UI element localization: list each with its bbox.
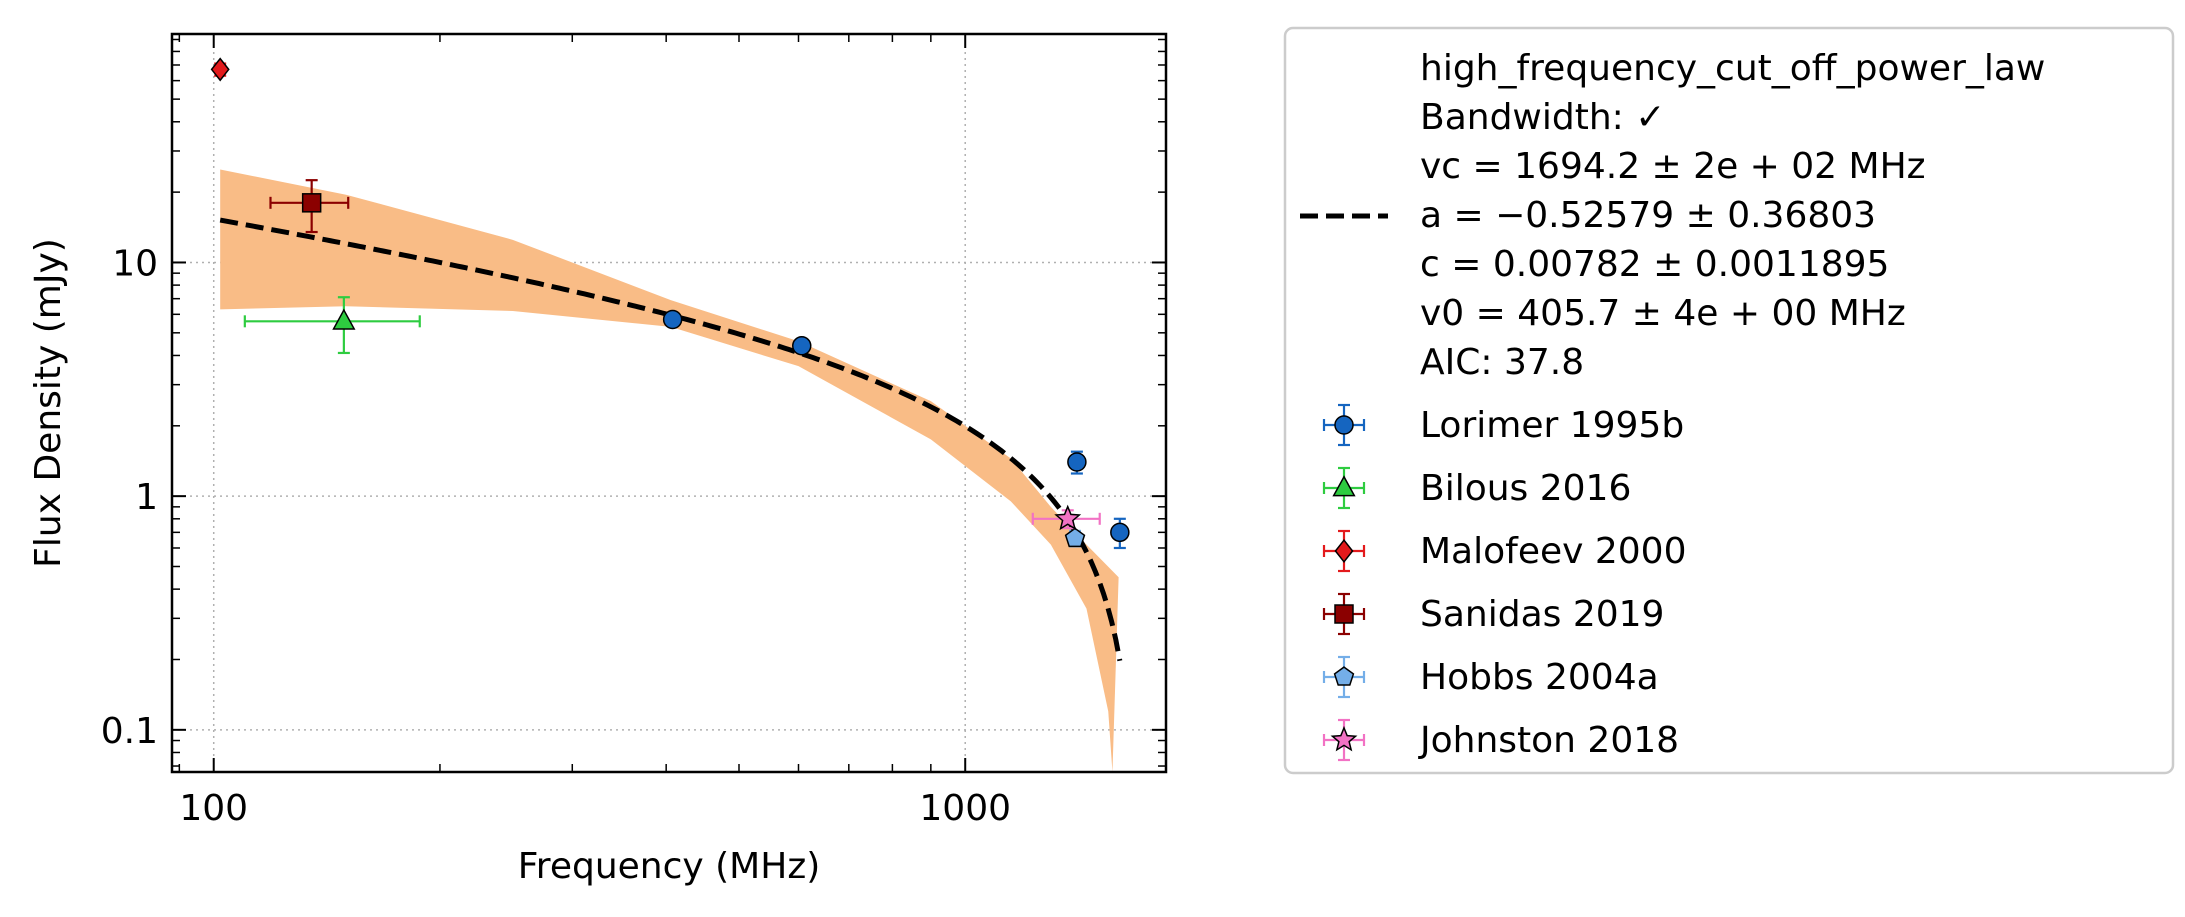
axis-ticks <box>172 34 1166 772</box>
series-johnston-2018 <box>1031 504 1101 531</box>
series-malofeev-2000 <box>210 57 230 82</box>
legend-fit-label-line: Bandwidth: ✓ <box>1420 97 1665 138</box>
data-point <box>1067 452 1087 472</box>
data-point <box>1064 527 1086 548</box>
fit-band-layer <box>220 169 1119 772</box>
axis-tick-labels: 100 1000 0.1 1 10 <box>101 243 1011 829</box>
legend-fit-label-line: v0 = 405.7 ± 4e + 00 MHz <box>1420 293 1906 334</box>
legend-entry-label: Hobbs 2004a <box>1420 657 1659 698</box>
legend-entry-label: Bilous 2016 <box>1420 468 1631 509</box>
data-points-layer <box>210 57 1130 550</box>
data-point <box>662 309 683 330</box>
data-point <box>1110 522 1130 543</box>
data-point <box>791 336 812 356</box>
series-hobbs-2004a <box>1064 527 1086 548</box>
data-point <box>301 193 322 213</box>
legend-fit-label-line: c = 0.00782 ± 0.0011895 <box>1420 244 1889 285</box>
legend-marker <box>1334 604 1354 624</box>
plot-background <box>172 34 1166 772</box>
x-tick-label: 1000 <box>919 788 1011 829</box>
legend-entry-label: Sanidas 2019 <box>1420 594 1664 635</box>
legend-fit-label-line: AIC: 37.8 <box>1420 342 1584 383</box>
legend-marker <box>1334 538 1354 564</box>
legend-entry-label: Johnston 2018 <box>1418 720 1679 761</box>
legend-entry-label: Malofeev 2000 <box>1420 531 1686 572</box>
legend-marker <box>1330 725 1358 752</box>
legend-entry-label: Lorimer 1995b <box>1420 405 1684 446</box>
x-axis-label: Frequency (MHz) <box>518 846 821 887</box>
x-tick-label: 100 <box>179 788 248 829</box>
fit-uncertainty-band <box>220 169 1119 772</box>
data-point <box>210 57 230 82</box>
legend-fit-label-line: a = −0.52579 ± 0.36803 <box>1420 195 1876 236</box>
legend-marker <box>1332 475 1356 497</box>
y-tick-label: 10 <box>112 243 158 284</box>
legend-fit-label-line: high_frequency_cut_off_power_law <box>1420 48 2045 89</box>
series-sanidas-2019 <box>269 179 350 234</box>
legend-frame <box>1283 26 2175 775</box>
series-lorimer-1995b <box>662 309 1130 550</box>
y-tick-label: 0.1 <box>101 711 158 752</box>
data-point <box>332 308 356 330</box>
legend: high_frequency_cut_off_power_law Bandwidt… <box>1283 26 2175 775</box>
y-tick-label: 1 <box>135 477 158 518</box>
legend-marker <box>1333 666 1355 686</box>
grid <box>172 34 1166 772</box>
legend-fit-label-line: vc = 1694.2 ± 2e + 02 MHz <box>1420 146 1926 187</box>
legend-marker <box>1334 415 1354 435</box>
plot-frame <box>170 32 1168 774</box>
series-bilous-2016 <box>243 296 421 355</box>
y-axis-label: Flux Density (mJy) <box>28 238 69 568</box>
data-point <box>1054 504 1082 531</box>
